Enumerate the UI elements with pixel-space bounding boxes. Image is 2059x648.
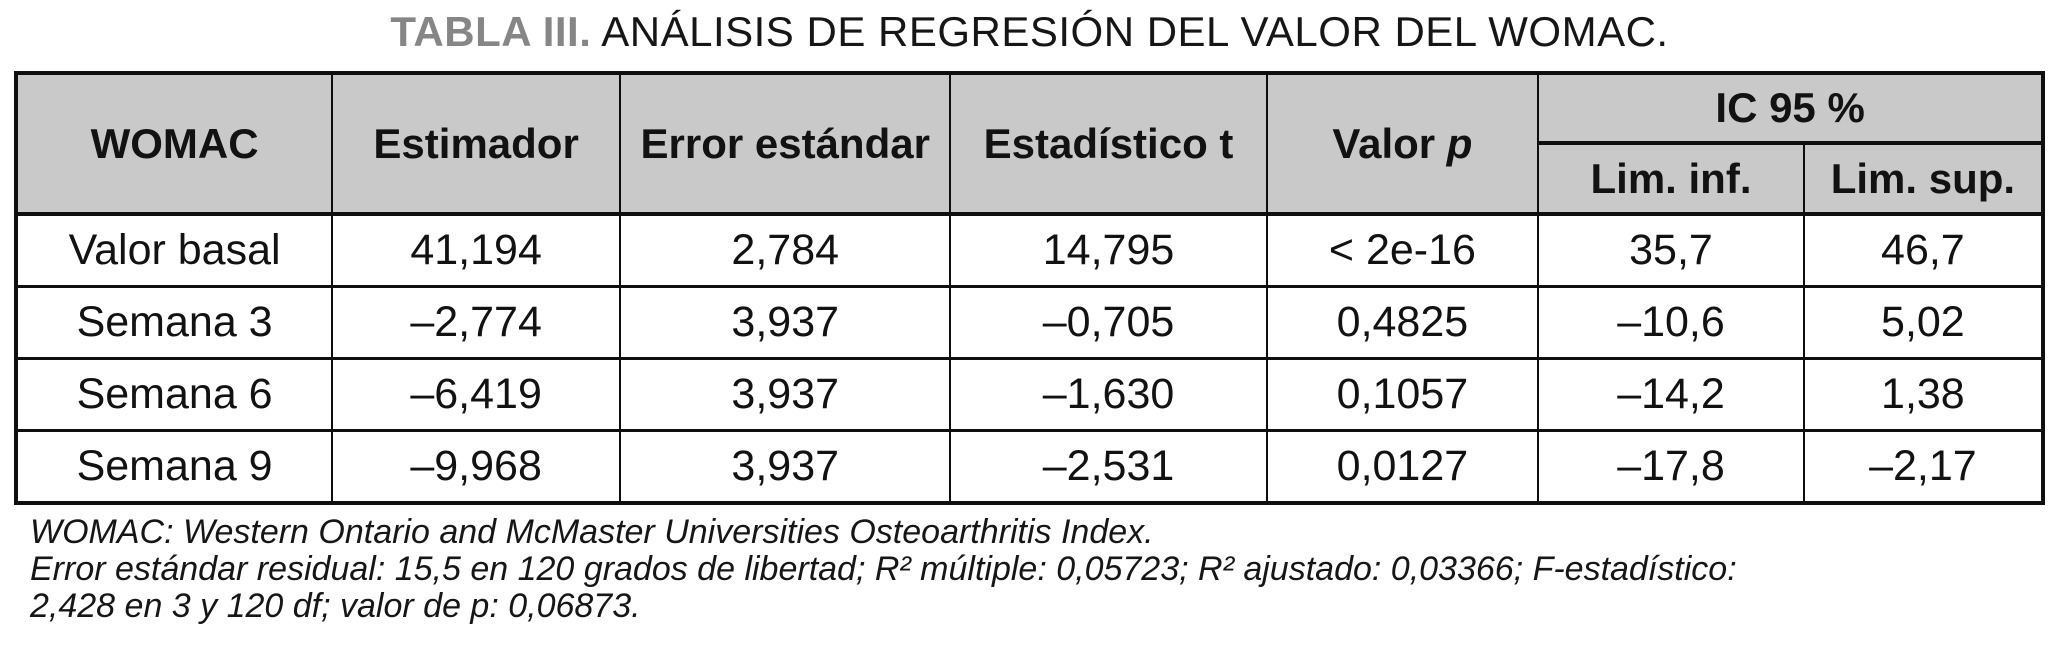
table-footnotes: WOMAC: Western Ontario and McMaster Univ… bbox=[30, 514, 2039, 625]
cell-lim-inf: –10,6 bbox=[1537, 285, 1805, 360]
row-label: Semana 9 bbox=[14, 429, 334, 505]
table-row-semana-3: Semana 3 –2,774 3,937 –0,705 0,4825 –10,… bbox=[14, 285, 2045, 360]
cell-estimador: –6,419 bbox=[331, 357, 622, 432]
cell-error-estandar: 2,784 bbox=[619, 212, 952, 288]
cell-error-estandar: 3,937 bbox=[619, 285, 952, 360]
row-label: Valor basal bbox=[14, 212, 334, 288]
valor-p-symbol: p bbox=[1446, 119, 1473, 167]
table-title-text: ANÁLISIS DE REGRESIÓN DEL VALOR DEL WOMA… bbox=[601, 8, 1669, 55]
cell-valor-p: 0,0127 bbox=[1265, 429, 1540, 505]
cell-lim-inf: –17,8 bbox=[1537, 429, 1805, 505]
footnote-model-stats-line2: 2,428 en 3 y 120 df; valor de p: 0,06873… bbox=[30, 587, 641, 625]
cell-valor-p: 0,4825 bbox=[1265, 285, 1540, 360]
cell-valor-p: 0,1057 bbox=[1265, 357, 1540, 432]
cell-estimador: –2,774 bbox=[331, 285, 622, 360]
table-title: TABLA III. ANÁLISIS DE REGRESIÓN DEL VAL… bbox=[0, 8, 2059, 56]
cell-error-estandar: 3,937 bbox=[619, 429, 952, 505]
cell-lim-inf: –14,2 bbox=[1537, 357, 1805, 432]
cell-lim-sup: 5,02 bbox=[1802, 285, 2045, 360]
cell-error-estandar: 3,937 bbox=[619, 357, 952, 432]
cell-estadistico-t: –0,705 bbox=[949, 285, 1268, 360]
col-header-lim-inf: Lim. inf. bbox=[1537, 141, 1805, 216]
cell-estadistico-t: –1,630 bbox=[949, 357, 1268, 432]
col-header-estadistico-t: Estadístico t bbox=[949, 71, 1268, 216]
table-row-semana-6: Semana 6 –6,419 3,937 –1,630 0,1057 –14,… bbox=[14, 357, 2045, 432]
table-title-label: TABLA III. bbox=[390, 8, 592, 55]
footnote-model-stats-line1: Error estándar residual: 15,5 en 120 gra… bbox=[30, 550, 1737, 588]
valor-p-prefix: Valor bbox=[1332, 119, 1436, 167]
cell-estimador: 41,194 bbox=[331, 212, 622, 288]
header-row-main: WOMAC Estimador Error estándar Estadísti… bbox=[14, 71, 2044, 216]
row-label: Semana 6 bbox=[14, 357, 334, 432]
regression-table: WOMAC Estimador Error estándar Estadísti… bbox=[14, 71, 2045, 505]
col-header-womac: WOMAC bbox=[14, 71, 334, 216]
col-header-error-estandar: Error estándar bbox=[619, 71, 952, 216]
page: TABLA III. ANÁLISIS DE REGRESIÓN DEL VAL… bbox=[0, 8, 2059, 648]
cell-estadistico-t: 14,795 bbox=[949, 212, 1268, 288]
table-row-semana-9: Semana 9 –9,968 3,937 –2,531 0,0127 –17,… bbox=[14, 429, 2045, 505]
table-row-valor-basal: Valor basal 41,194 2,784 14,795 < 2e-16 … bbox=[14, 212, 2045, 288]
footnote-womac-definition: WOMAC: Western Ontario and McMaster Univ… bbox=[30, 513, 1154, 551]
cell-valor-p: < 2e-16 bbox=[1265, 212, 1540, 288]
cell-lim-sup: –2,17 bbox=[1802, 429, 2045, 505]
row-label: Semana 3 bbox=[14, 285, 334, 360]
cell-lim-sup: 46,7 bbox=[1802, 212, 2045, 288]
cell-lim-sup: 1,38 bbox=[1802, 357, 2045, 432]
col-header-estimador: Estimador bbox=[331, 71, 622, 216]
col-header-valor-p: Valor p bbox=[1265, 71, 1540, 216]
cell-lim-inf: 35,7 bbox=[1537, 212, 1805, 288]
col-header-lim-sup: Lim. sup. bbox=[1802, 141, 2045, 216]
cell-estimador: –9,968 bbox=[331, 429, 622, 505]
header-row-sub: Lim. inf. Lim. sup. bbox=[16, 141, 2045, 216]
col-header-ic95: IC 95 % bbox=[1537, 71, 2044, 145]
cell-estadistico-t: –2,531 bbox=[949, 429, 1268, 505]
